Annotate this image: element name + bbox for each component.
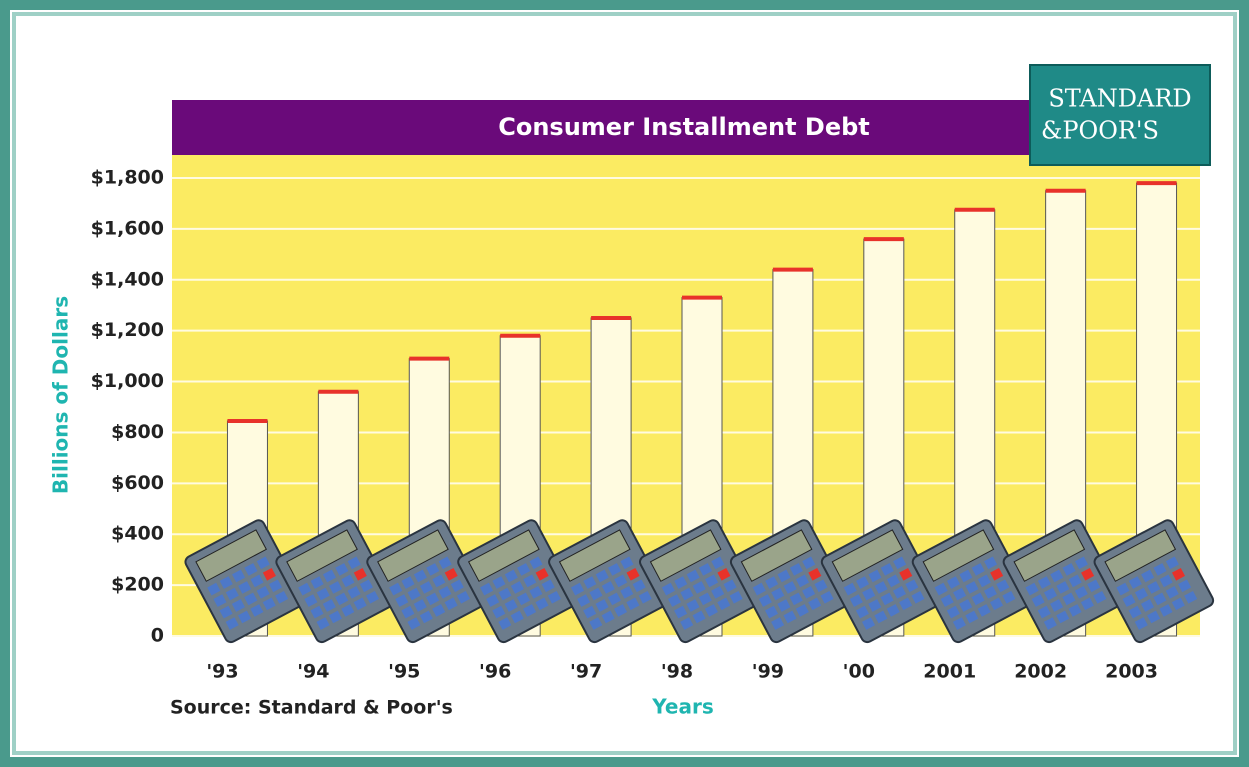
x-axis-label: Years — [651, 695, 713, 719]
y-tick-label: $1,800 — [91, 167, 164, 189]
page: Consumer Installment Debt STANDARD &POOR… — [0, 0, 1249, 767]
x-tick-label: '94 — [297, 661, 329, 683]
x-tick-label: '97 — [570, 661, 602, 683]
logo-text: STANDARD — [1048, 85, 1191, 113]
x-tick-label: '96 — [479, 661, 511, 683]
x-tick-label: 2003 — [1105, 661, 1158, 683]
y-tick-label: $1,400 — [91, 268, 164, 290]
x-tick-label: 2001 — [923, 661, 976, 683]
x-tick-label: '95 — [388, 661, 420, 683]
x-tick-label: '98 — [661, 661, 693, 683]
chart: Consumer Installment Debt STANDARD &POOR… — [0, 0, 1249, 767]
x-tick-label: 2002 — [1014, 661, 1067, 683]
y-tick-label: $400 — [111, 523, 164, 545]
x-tick-label: '99 — [752, 661, 784, 683]
source-note: Source: Standard & Poor's — [170, 697, 453, 719]
y-tick-label: $1,600 — [91, 217, 164, 239]
y-tick-label: $600 — [111, 472, 164, 494]
y-tick-label: $1,000 — [91, 370, 164, 392]
logo-box — [1030, 65, 1210, 165]
y-tick-label: 0 — [151, 625, 164, 647]
logo-text: &POOR'S — [1041, 117, 1159, 145]
y-tick-label: $200 — [111, 574, 164, 596]
y-tick-label: $1,200 — [91, 319, 164, 341]
y-axis-label: Billions of Dollars — [49, 296, 73, 494]
x-tick-label: '93 — [206, 661, 238, 683]
y-tick-label: $800 — [111, 421, 164, 443]
x-tick-label: '00 — [843, 661, 875, 683]
chart-title: Consumer Installment Debt — [498, 113, 870, 141]
